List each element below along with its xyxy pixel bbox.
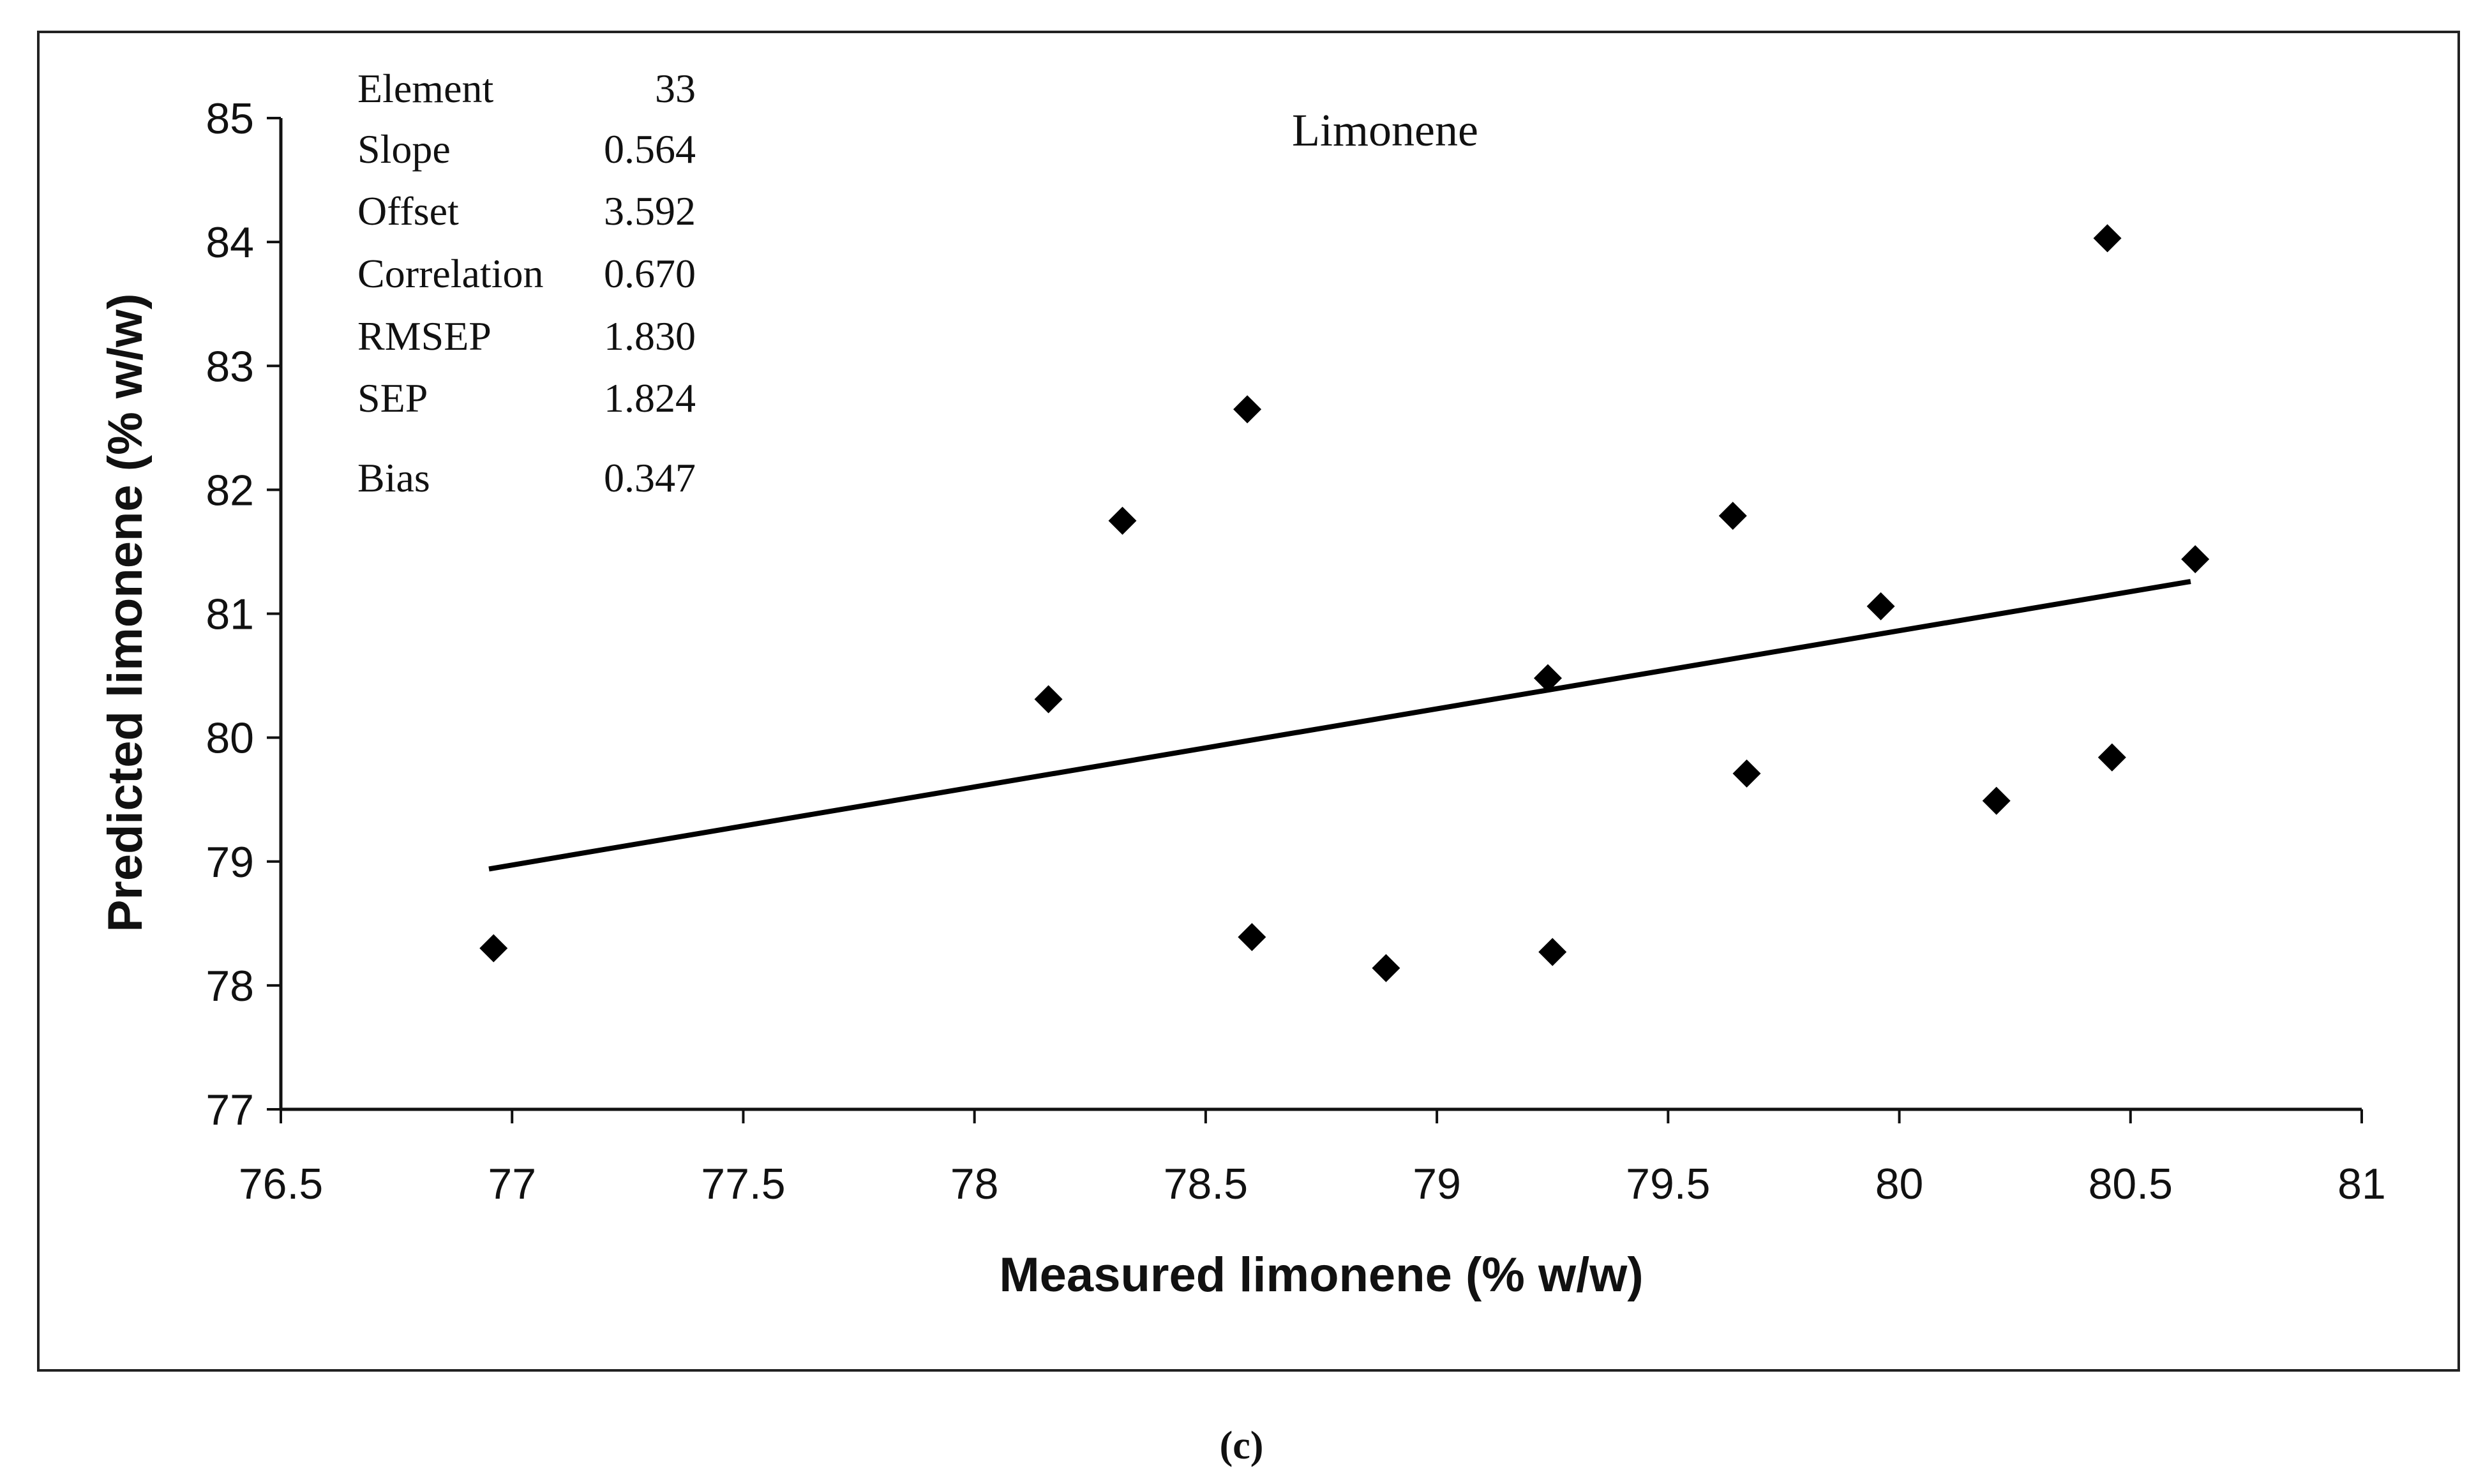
x-tick-label: 77 [488,1160,536,1208]
stat-value: 33 [655,66,696,111]
stat-value: 1.824 [604,375,696,421]
chart-title: Limonene [1292,105,1478,156]
y-axis-ticks [267,117,281,1111]
data-point [2181,545,2210,574]
data-point [1372,954,1400,982]
data-point [2097,743,2126,772]
x-axis-ticks [280,1109,2363,1123]
x-tick-label: 80.5 [2089,1160,2173,1208]
data-point [1034,685,1063,714]
figure-caption: (c) [1220,1424,1264,1467]
y-axis-tick-labels: 77 78 79 80 81 82 83 84 85 [206,94,254,1134]
data-point [1866,592,1895,620]
x-tick-label: 79 [1413,1160,1461,1208]
stat-label: Correlation [357,251,543,296]
y-tick-label: 82 [206,466,254,514]
regression-line [488,579,2191,872]
data-point [1732,759,1761,788]
data-point [1982,786,2011,815]
x-tick-label: 77.5 [701,1160,785,1208]
data-point [2093,224,2122,253]
stat-label: Bias [357,455,430,500]
stat-label: Offset [357,188,459,234]
y-tick-label: 81 [206,590,254,639]
x-axis-title: Measured limonene (% w/w) [999,1248,1643,1302]
x-tick-label: 78 [950,1160,999,1208]
x-tick-label: 76.5 [239,1160,323,1208]
stat-value: 0.347 [604,455,696,500]
y-tick-label: 85 [206,94,254,143]
data-point [1718,502,1747,530]
x-axis-tick-labels: 76.5 77 77.5 78 78.5 79 79.5 80 80.5 81 [239,1160,2386,1208]
y-axis-title: Predicted limonene (% w/w) [98,294,153,933]
stat-value: 0.670 [604,251,696,296]
data-points [479,224,2210,982]
stat-label: SEP [357,375,428,421]
y-tick-label: 78 [206,962,254,1010]
y-tick-label: 83 [206,342,254,391]
x-tick-label: 78.5 [1164,1160,1248,1208]
data-point [1108,506,1137,535]
stat-value: 3.592 [604,188,696,234]
x-tick-label: 81 [2337,1160,2386,1208]
stat-label: RMSEP [357,313,491,359]
stat-value: 0.564 [604,126,696,172]
data-point [1233,395,1262,424]
x-tick-label: 79.5 [1626,1160,1710,1208]
statistics-box: Element 33 Slope 0.564 Offset 3.592 Correlatio… [357,66,696,500]
x-tick-label: 80 [1875,1160,1924,1208]
chart-frame [37,31,2460,1372]
data-point [479,934,508,963]
data-point [1538,938,1567,966]
data-point [1238,923,1266,952]
y-tick-label: 84 [206,218,254,267]
stat-label: Slope [357,126,451,172]
y-tick-label: 80 [206,714,254,763]
y-tick-label: 77 [206,1086,254,1134]
data-point [1533,664,1562,693]
stat-label: Element [357,66,493,111]
y-tick-label: 79 [206,838,254,887]
stat-value: 1.830 [604,313,696,359]
